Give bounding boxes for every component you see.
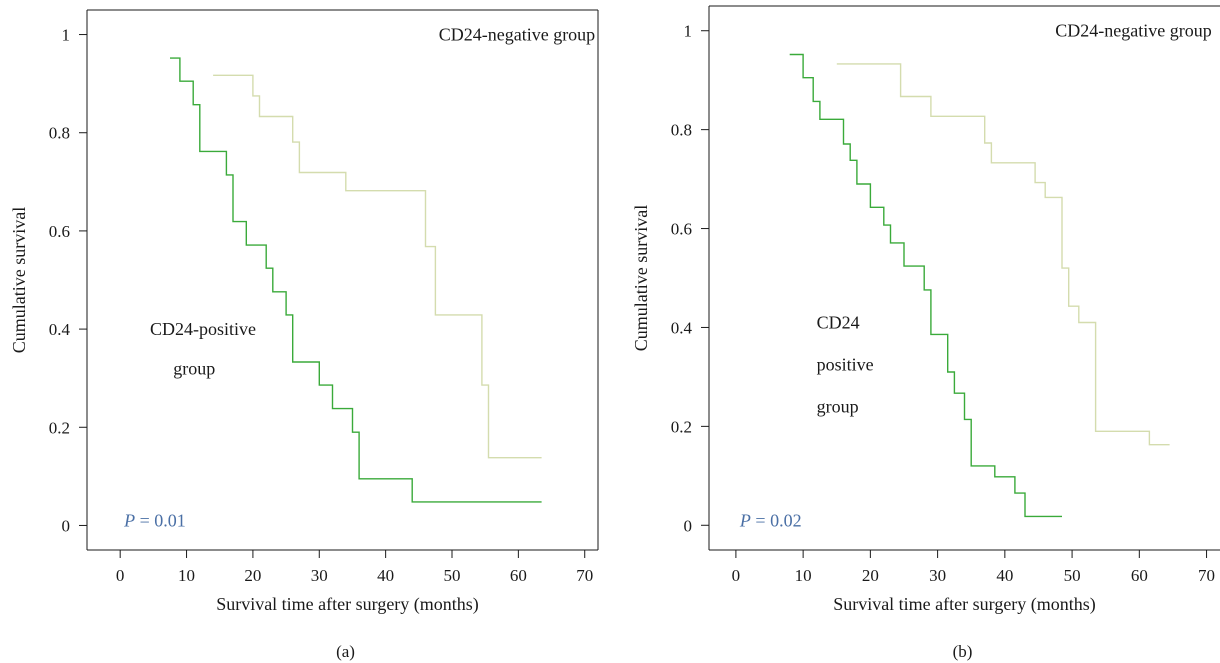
y-tick-label: 0.4 — [671, 318, 693, 337]
x-tick-label: 30 — [929, 566, 946, 585]
x-axis-label: Survival time after surgery (months) — [833, 594, 1096, 615]
x-tick-label: 70 — [1198, 566, 1215, 585]
y-tick-label: 0 — [62, 516, 71, 535]
x-tick-label: 20 — [244, 566, 261, 585]
y-tick-label: 0 — [684, 516, 693, 535]
y-tick-label: 1 — [62, 26, 71, 45]
x-tick-label: 60 — [1131, 566, 1148, 585]
y-tick-label: 0.6 — [671, 220, 692, 239]
panel-label: (a) — [336, 642, 355, 661]
y-tick-label: 0.8 — [49, 124, 70, 143]
panel-b: 0 10 20 30 40 50 60 70 0 0.2 0.4 0.6 0.8 1 Survival ti… — [631, 5, 1220, 661]
x-tick-label: 60 — [510, 566, 527, 585]
panel-a: 0 10 20 30 40 50 60 70 0 0.2 0.4 0.6 0.8 1 Survival ti… — [9, 9, 599, 661]
survival-curve-cd24-negative — [213, 74, 542, 459]
y-tick-label: 0.8 — [671, 121, 692, 140]
group-annotation: positive — [817, 355, 874, 375]
y-tick-label: 0.2 — [49, 418, 70, 437]
x-tick-label: 40 — [377, 566, 394, 585]
y-tick-label: 0.4 — [49, 320, 71, 339]
y-axis-label: Cumulative survival — [631, 205, 651, 351]
p-value: = 0.02 — [751, 510, 802, 530]
x-tick-label: 50 — [1064, 566, 1081, 585]
x-tick-label: 0 — [732, 566, 741, 585]
p-value-label: P = 0.02 — [739, 510, 802, 530]
y-tick-label: 0.6 — [49, 222, 70, 241]
x-tick-label: 20 — [862, 566, 879, 585]
x-tick-label: 30 — [311, 566, 328, 585]
survival-curve-cd24-positive — [170, 57, 542, 503]
group-annotation: CD24-negative group — [1055, 21, 1211, 41]
group-annotation: group — [817, 397, 859, 417]
x-tick-label: 10 — [178, 566, 195, 585]
group-annotation: CD24-negative group — [439, 25, 595, 45]
y-axis-label: Cumulative survival — [9, 207, 29, 353]
x-tick-label: 0 — [116, 566, 125, 585]
survival-curve-cd24-negative — [836, 63, 1170, 446]
x-tick-label: 10 — [795, 566, 812, 585]
x-tick-label: 40 — [996, 566, 1013, 585]
p-value: = 0.01 — [135, 511, 186, 531]
p-symbol: P — [739, 510, 751, 530]
survival-curve-cd24-positive — [789, 53, 1062, 518]
group-annotation: CD24-positive — [150, 319, 256, 339]
group-annotation: CD24 — [817, 313, 860, 333]
x-axis-label: Survival time after surgery (months) — [216, 594, 479, 615]
panel-label: (b) — [953, 642, 973, 661]
p-symbol: P — [123, 511, 135, 531]
x-tick-label: 50 — [444, 566, 461, 585]
group-annotation: group — [173, 358, 215, 378]
x-tick-label: 70 — [576, 566, 593, 585]
y-tick-label: 0.2 — [671, 417, 692, 436]
y-tick-label: 1 — [684, 22, 693, 41]
p-value-label: P = 0.01 — [123, 511, 186, 531]
